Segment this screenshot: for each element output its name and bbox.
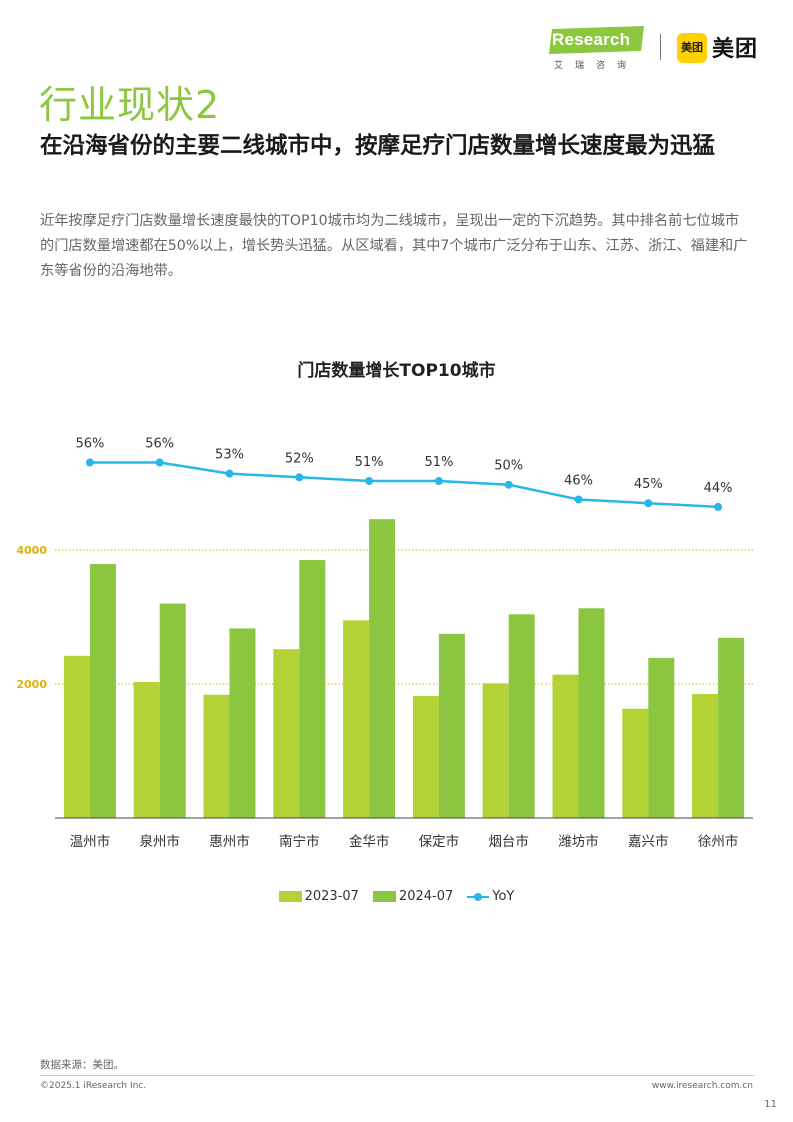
x-tick-label: 徐州市 bbox=[698, 833, 739, 850]
x-tick-label: 金华市 bbox=[349, 833, 390, 850]
bar-2023-07-4 bbox=[343, 620, 370, 818]
legend-label-2023: 2023-07 bbox=[304, 889, 359, 904]
bar-2024-07-4 bbox=[369, 519, 396, 818]
yoy-data-label: 51% bbox=[355, 455, 384, 470]
yoy-point bbox=[295, 473, 304, 482]
bar-2024-07-2 bbox=[229, 628, 256, 818]
page-subtitle: 在沿海省份的主要二线城市中，按摩足疗门店数量增长速度最为迅猛 bbox=[40, 133, 716, 159]
yoy-point bbox=[225, 469, 234, 478]
body-paragraph: 近年按摩足疗门店数量增长速度最快的TOP10城市均为二线城市，呈现出一定的下沉趋… bbox=[40, 213, 748, 279]
x-tick-label: 保定市 bbox=[419, 833, 460, 850]
x-tick-label: 南宁市 bbox=[279, 833, 320, 850]
bar-2023-07-1 bbox=[133, 681, 160, 818]
website-link[interactable]: www.iresearch.com.cn bbox=[651, 1081, 753, 1091]
yoy-point bbox=[714, 502, 723, 511]
iresearch-logo-text: Research bbox=[552, 30, 631, 49]
bar-2024-07-3 bbox=[299, 560, 326, 818]
y-tick-label: 2000 bbox=[16, 678, 47, 691]
yoy-data-label: 53% bbox=[215, 448, 244, 463]
bar-2024-07-0 bbox=[89, 564, 116, 818]
bar-2024-07-5 bbox=[438, 633, 465, 818]
bar-2023-07-3 bbox=[273, 649, 300, 818]
y-tick-label: 4000 bbox=[16, 544, 47, 557]
copyright: ©2025.1 iResearch Inc. bbox=[40, 1081, 147, 1091]
yoy-line bbox=[89, 461, 719, 509]
legend-swatch-2023 bbox=[278, 891, 302, 902]
bar-2024-07-7 bbox=[578, 608, 605, 818]
x-tick-label: 泉州市 bbox=[139, 833, 180, 850]
bar-2023-07-7 bbox=[552, 674, 579, 818]
meituan-logo-icon: 美团 bbox=[677, 33, 707, 63]
iresearch-logo-subtitle: 艾瑞咨询 bbox=[554, 61, 639, 71]
logo-divider bbox=[660, 34, 661, 60]
yoy-data-label: 56% bbox=[145, 437, 174, 452]
bar-2023-07-5 bbox=[412, 696, 439, 818]
bar-2023-07-9 bbox=[692, 694, 719, 818]
bar-2024-07-8 bbox=[648, 657, 675, 818]
yoy-data-label: 50% bbox=[494, 459, 523, 474]
bar-2023-07-6 bbox=[482, 683, 509, 818]
x-tick-label: 温州市 bbox=[70, 833, 111, 850]
yoy-data-label: 52% bbox=[285, 451, 314, 466]
yoy-data-label: 44% bbox=[704, 481, 733, 496]
legend-item-yoy: YoY bbox=[467, 889, 514, 904]
legend-swatch-yoy bbox=[467, 891, 490, 902]
x-tick-label: 嘉兴市 bbox=[628, 833, 669, 850]
bar-2024-07-6 bbox=[508, 614, 535, 818]
yoy-data-label: 51% bbox=[424, 455, 453, 470]
yoy-point bbox=[155, 458, 164, 467]
legend-label-2024: 2024-07 bbox=[398, 889, 454, 904]
legend-item-2023: 2023-07 bbox=[278, 889, 359, 904]
yoy-point bbox=[434, 477, 443, 485]
iresearch-logo-mark bbox=[549, 26, 644, 54]
page-title: 行业现状2 bbox=[39, 83, 221, 127]
yoy-point bbox=[85, 458, 94, 467]
meituan-logo-text: 美团 bbox=[712, 37, 759, 62]
bar-line-chart: 2000 4000 温州市 泉州市 惠州市 南宁市 金华市 保定市 烟台市 潍坊市 嘉兴市 徐州市 56… bbox=[16, 437, 753, 850]
bar-2023-07-8 bbox=[622, 708, 649, 818]
legend-item-2024: 2024-07 bbox=[372, 889, 454, 904]
legend-label-yoy: YoY bbox=[492, 889, 515, 904]
bar-2023-07-2 bbox=[203, 694, 230, 818]
yoy-point bbox=[365, 477, 374, 485]
page-number: 11 bbox=[764, 1099, 777, 1110]
yoy-point bbox=[574, 495, 583, 504]
bar-2023-07-0 bbox=[63, 655, 90, 818]
bar-2024-07-9 bbox=[718, 637, 745, 818]
yoy-point bbox=[644, 499, 653, 508]
x-tick-label: 烟台市 bbox=[488, 833, 529, 850]
yoy-data-label: 45% bbox=[634, 477, 663, 492]
data-source: 数据来源：美团。 bbox=[40, 1059, 124, 1071]
yoy-data-label: 56% bbox=[75, 437, 104, 452]
x-tick-label: 潍坊市 bbox=[558, 833, 599, 850]
x-tick-label: 惠州市 bbox=[209, 833, 250, 850]
legend-swatch-2024 bbox=[372, 891, 396, 902]
yoy-point bbox=[504, 480, 513, 489]
iresearch-logo: Research 艾瑞咨询 bbox=[546, 26, 650, 72]
chart-legend: 2023-07 2024-07 YoY bbox=[0, 889, 793, 904]
yoy-data-label: 46% bbox=[564, 474, 593, 489]
footer-divider bbox=[40, 1075, 754, 1076]
chart-title: 门店数量增长TOP10城市 bbox=[297, 361, 496, 381]
bar-2024-07-1 bbox=[159, 603, 186, 818]
